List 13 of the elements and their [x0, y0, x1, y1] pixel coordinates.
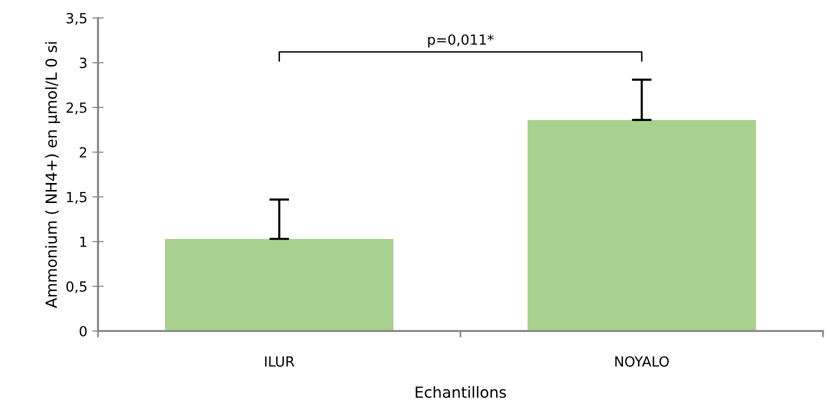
x-tick-label: ILUR [265, 356, 294, 367]
y-tick-label: 2,5 [66, 102, 86, 114]
y-tick-label: 1 [80, 236, 86, 247]
y-tick-label: 2 [80, 147, 86, 158]
y-tick-label: 1,5 [67, 192, 86, 204]
y-axis-title: Ammonium ( NH4+) en µmol/L 0 si [45, 42, 60, 308]
annotation: p=0,011* [428, 34, 494, 48]
x-tick-label: NOYALO [615, 356, 669, 367]
y-tick-label: 0 [80, 326, 87, 336]
y-tick-label: 3,5 [66, 12, 86, 25]
y-tick-label: 3 [80, 58, 86, 68]
x-axis-title: Echantillons [416, 386, 506, 398]
y-tick-label: 0,5 [66, 281, 86, 294]
